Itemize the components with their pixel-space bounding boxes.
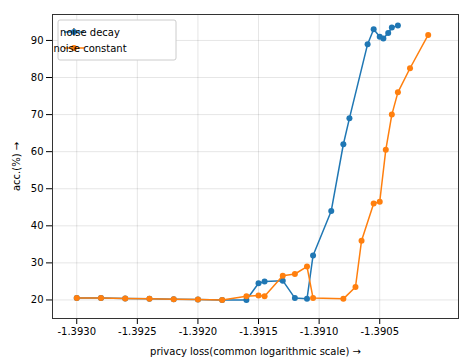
svg-text:acc.(%) →: acc.(%) → <box>11 142 22 191</box>
svg-text:30: 30 <box>31 257 44 268</box>
svg-text:50: 50 <box>31 183 44 194</box>
svg-text:-1.3925: -1.3925 <box>118 326 157 337</box>
svg-text:noise decay: noise decay <box>60 27 120 38</box>
svg-text:-1.3920: -1.3920 <box>179 326 218 337</box>
svg-text:90: 90 <box>31 35 44 46</box>
svg-text:-1.3910: -1.3910 <box>300 326 339 337</box>
svg-text:80: 80 <box>31 72 44 83</box>
svg-text:privacy loss(common logarithmi: privacy loss(common logarithmic scale) → <box>150 346 361 357</box>
svg-text:-1.3915: -1.3915 <box>239 326 278 337</box>
svg-text:-1.3930: -1.3930 <box>57 326 96 337</box>
svg-text:-1.3905: -1.3905 <box>360 326 399 337</box>
svg-text:60: 60 <box>31 146 44 157</box>
svg-text:70: 70 <box>31 109 44 120</box>
svg-text:40: 40 <box>31 220 44 231</box>
svg-text:noise constant: noise constant <box>53 43 126 54</box>
svg-text:20: 20 <box>31 294 44 305</box>
